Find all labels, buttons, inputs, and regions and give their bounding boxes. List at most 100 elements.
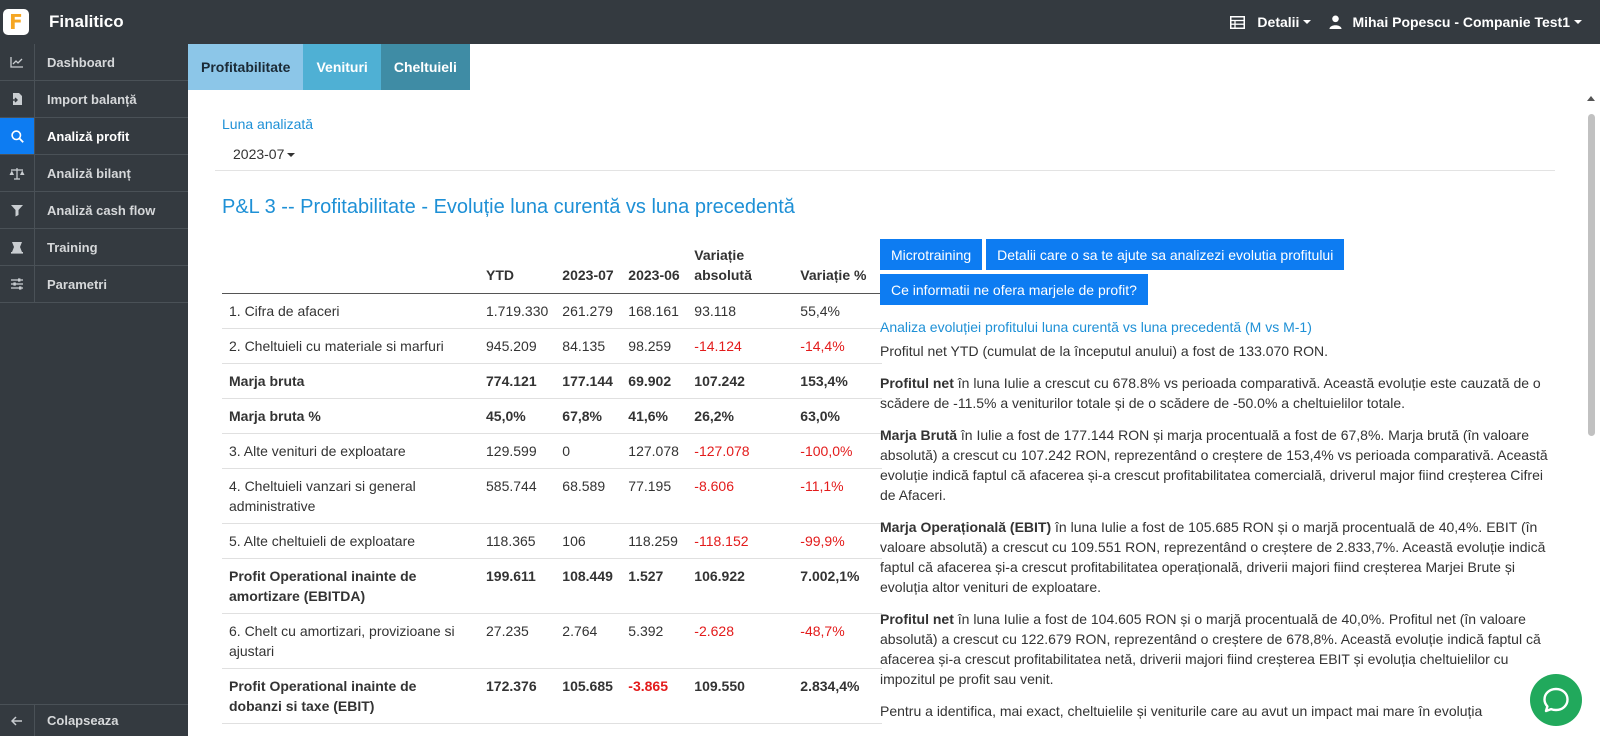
cell-previous: 98.259: [621, 328, 688, 364]
table-header: Variație absolută: [687, 243, 794, 294]
row-label: 4. Cheltuieli vanzari si general adminis…: [222, 468, 479, 524]
cell-current: 108.449: [555, 558, 622, 614]
paragraph-heading: Marja Operațională (EBIT): [880, 519, 1052, 535]
cell-previous: 69.902: [621, 363, 688, 399]
sidebar-item-analiza-bilant[interactable]: Analiză bilanț: [0, 155, 188, 192]
cell-var-pct: 2.834,4%: [793, 668, 882, 724]
tab-cheltuieli[interactable]: Cheltuieli: [380, 44, 470, 90]
cash-flow-icon: [0, 192, 35, 228]
sidebar-item-label: Dashboard: [47, 54, 115, 70]
paragraph-heading: Marja Brută: [880, 427, 958, 443]
sidebar-item-analiza-cash-flow[interactable]: Analiză cash flow: [0, 192, 188, 229]
cell-current: 261.279: [555, 293, 622, 329]
table-row: Profit Operational inainte de dobanzi si…: [222, 668, 882, 724]
cell-ytd: 118.365: [479, 523, 556, 559]
cell-previous: 168.161: [621, 293, 688, 329]
table-row: 4. Cheltuieli vanzari si general adminis…: [222, 468, 882, 524]
section-title: P&L 3 -- Profitabilitate - Evoluție luna…: [222, 196, 795, 218]
analysis-paragraph: Pentru a identifica, mai exact, cheltuie…: [880, 703, 1483, 719]
scrollbar[interactable]: [1582, 90, 1600, 736]
row-label: 5. Alte cheltuieli de exploatare: [222, 523, 479, 559]
sidebar-item-label: Analiză profit: [47, 128, 130, 144]
cell-previous: 1.527: [621, 558, 688, 614]
cell-ytd: 45,0%: [479, 398, 556, 434]
month-select-value: 2023-07: [233, 146, 285, 162]
table-header: 2023-07: [555, 243, 622, 294]
cell-ytd: 27.235: [479, 613, 556, 669]
table-row: 5. Alte cheltuieli de exploatare 118.365…: [222, 523, 882, 559]
tab-venituri[interactable]: Venituri: [303, 44, 381, 90]
chat-button[interactable]: [1530, 674, 1582, 726]
cell-ytd: 199.611: [479, 558, 556, 614]
cell-var-abs: 26,2%: [687, 398, 794, 434]
chevron-down-icon: [287, 153, 296, 158]
profit-details-button[interactable]: Detalii care o sa te ajute sa analizezi …: [986, 239, 1345, 270]
details-menu[interactable]: Detalii: [1230, 14, 1312, 30]
month-select[interactable]: 2023-07: [233, 146, 296, 162]
cell-current: 106: [555, 523, 622, 559]
sidebar-collapse-button[interactable]: Colapseaza: [0, 704, 188, 736]
table-header-row: YTD 2023-07 2023-06 Variație absolută Va…: [222, 243, 882, 294]
cell-ytd: 172.376: [479, 668, 556, 724]
app-title[interactable]: Finalitico: [49, 12, 124, 31]
cell-var-abs: 109.550: [687, 668, 794, 724]
analysis-panel: Microtraining Detalii care o sa te ajute…: [880, 239, 1560, 721]
arrow-left-icon: [0, 704, 35, 736]
scrollbar-thumb[interactable]: [1588, 114, 1595, 436]
main-content: Luna analizată 2023-07 P&L 3 -- Profitab…: [188, 90, 1582, 736]
paragraph-text: în Iulie a fost de 177.144 RON și marja …: [880, 427, 1548, 503]
cell-var-pct: -99,9%: [793, 523, 882, 559]
divider: [215, 170, 1555, 171]
table-row: 3. Alte venituri de exploatare 129.599 0…: [222, 433, 882, 469]
table-row: Profit Operational inainte de amortizare…: [222, 558, 882, 614]
cell-ytd: 945.209: [479, 328, 556, 364]
table-row: 2. Cheltuieli cu materiale si marfuri 94…: [222, 328, 882, 364]
user-menu[interactable]: Mihai Popescu - Companie Test1: [1329, 14, 1582, 30]
cell-previous: 118.259: [621, 523, 688, 559]
analysis-paragraph: Profitul net în luna Iulie a fost de 104…: [880, 609, 1560, 689]
table-row: 6. Chelt cu amortizari, provizioane si a…: [222, 613, 882, 669]
app-logo[interactable]: F: [3, 9, 29, 35]
sliders-icon: [0, 266, 35, 302]
cell-ytd: 1.719.330: [479, 293, 556, 329]
cell-var-abs: -2.628: [687, 613, 794, 669]
cell-var-pct: -100,0%: [793, 433, 882, 469]
analysis-link[interactable]: Analiza evoluției profitului luna curent…: [880, 319, 1312, 335]
table-row: Marja bruta % 45,0% 67,8% 41,6% 26,2% 63…: [222, 398, 882, 434]
cell-var-pct: -11,1%: [793, 468, 882, 524]
cell-var-abs: 106.922: [687, 558, 794, 614]
profit-margins-info-button[interactable]: Ce informatii ne ofera marjele de profit…: [880, 274, 1148, 305]
cell-var-abs: 107.242: [687, 363, 794, 399]
cell-var-pct: 153,4%: [793, 363, 882, 399]
cell-ytd: 129.599: [479, 433, 556, 469]
table-row: Marja bruta 774.121 177.144 69.902 107.2…: [222, 363, 882, 399]
row-label: 1. Cifra de afaceri: [222, 293, 479, 329]
paragraph-text: în luna Iulie a fost de 104.605 RON și o…: [880, 611, 1541, 687]
row-label: Marja bruta: [222, 363, 479, 399]
scroll-up-arrow-icon[interactable]: [1587, 96, 1595, 101]
cell-current: 67,8%: [555, 398, 622, 434]
cell-previous: 5.392: [621, 613, 688, 669]
paragraph-text: în luna Iulie a crescut cu 678.8% vs per…: [880, 375, 1541, 411]
cell-current: 84.135: [555, 328, 622, 364]
row-label: 2. Cheltuieli cu materiale si marfuri: [222, 328, 479, 364]
cell-var-abs: -118.152: [687, 523, 794, 559]
cell-current: 177.144: [555, 363, 622, 399]
microtraining-button[interactable]: Microtraining: [880, 239, 983, 270]
sidebar-item-import-balanta[interactable]: Import balanță: [0, 81, 188, 118]
sidebar-item-analiza-profit[interactable]: Analiză profit: [0, 118, 188, 155]
cell-var-pct: 55,4%: [793, 293, 882, 329]
chevron-down-icon: [1303, 20, 1312, 24]
cell-var-pct: -14,4%: [793, 328, 882, 364]
row-label: Profit Operational inainte de amortizare…: [222, 558, 479, 614]
paragraph-text: în luna Iulie a fost de 105.685 RON și o…: [880, 519, 1546, 595]
details-label: Detalii: [1257, 14, 1300, 30]
sidebar-item-training[interactable]: Training: [0, 229, 188, 266]
balance-scale-icon: [0, 155, 35, 191]
cell-previous: 127.078: [621, 433, 688, 469]
sidebar-item-parametri[interactable]: Parametri: [0, 266, 188, 303]
table-header: 2023-06: [621, 243, 688, 294]
cell-current: 68.589: [555, 468, 622, 524]
sidebar-item-dashboard[interactable]: Dashboard: [0, 44, 188, 81]
tab-profitabilitate[interactable]: Profitabilitate: [188, 44, 304, 90]
